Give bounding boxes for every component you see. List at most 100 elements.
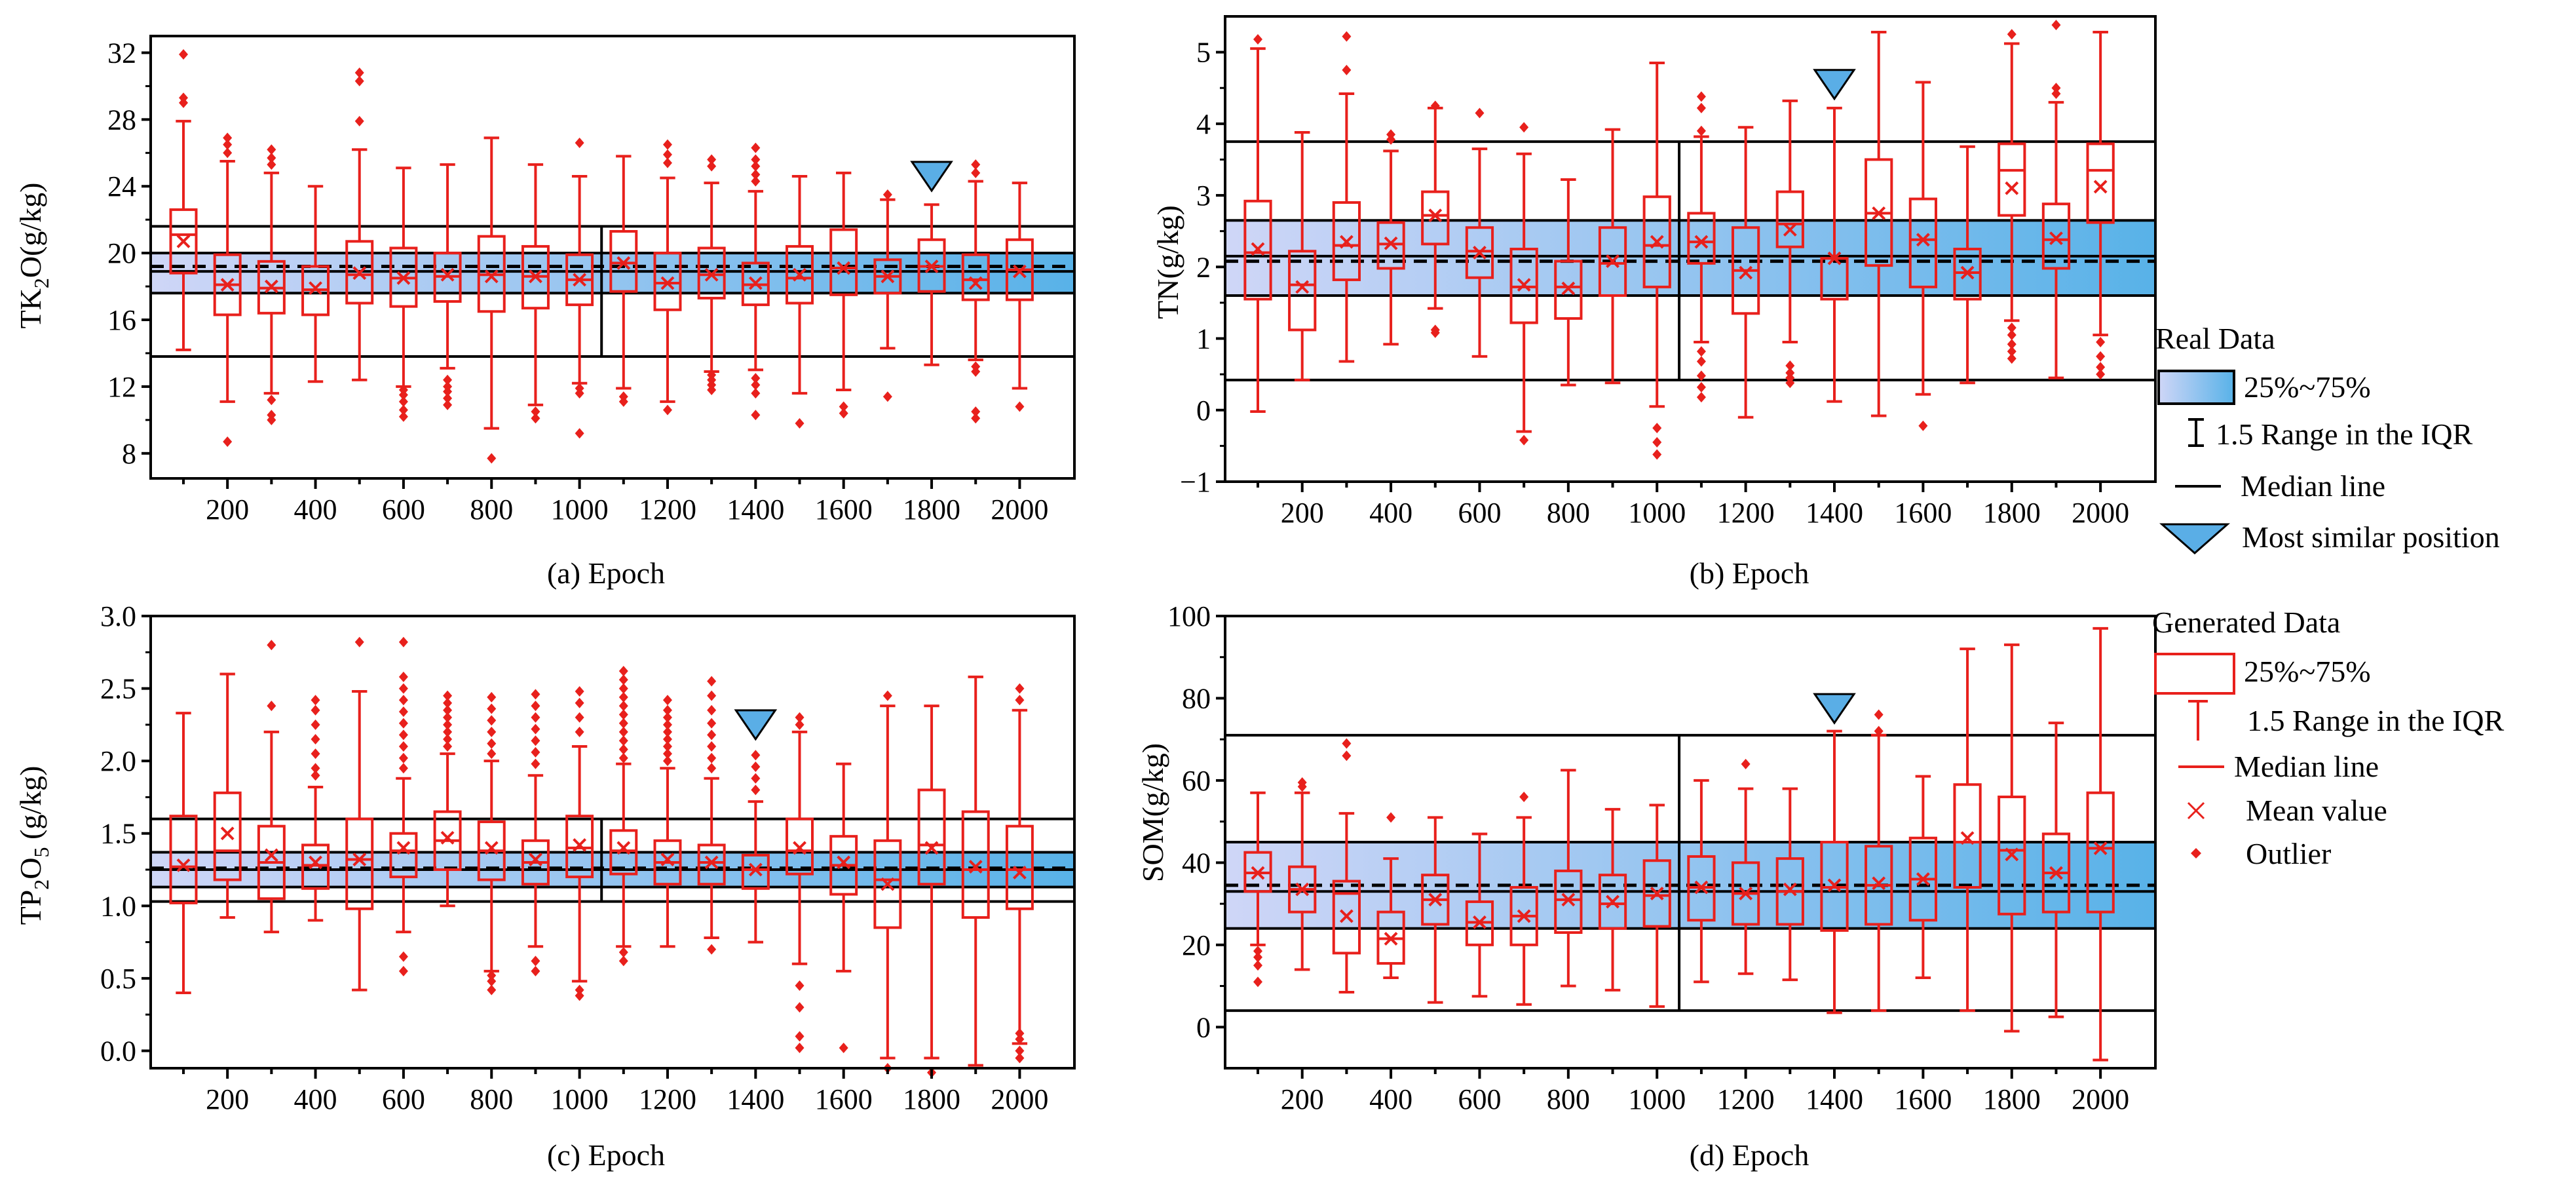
outlier-point — [531, 413, 540, 424]
mean-marker — [793, 841, 806, 855]
y-tick-label: 1 — [1196, 323, 1211, 355]
outlier-point — [1519, 434, 1529, 446]
outlier-point — [223, 436, 233, 447]
mean-marker — [1428, 208, 1443, 223]
iqr-box — [1998, 142, 2026, 217]
outlier-point — [2096, 337, 2106, 347]
mean-marker — [264, 279, 278, 294]
outlier-point — [575, 984, 584, 995]
outlier-point — [751, 142, 761, 153]
x-tick-label: 400 — [1369, 497, 1412, 529]
outlier-point — [487, 738, 497, 749]
outlier-point — [531, 758, 540, 769]
legend-real-whisker-swatch — [2188, 418, 2204, 447]
outlier-point — [443, 399, 453, 410]
generated-box-epoch-700 — [1509, 792, 1538, 1006]
plot-frame — [1224, 615, 2157, 1070]
outlier-point — [398, 396, 408, 407]
outlier-point — [751, 784, 761, 796]
generated-box-epoch-700 — [433, 163, 462, 410]
iqr-box — [1421, 190, 1450, 246]
outlier-point — [531, 746, 540, 758]
iqr-box — [1642, 195, 1671, 288]
iqr-box — [741, 853, 770, 890]
outlier-point — [1696, 102, 1706, 113]
mean-marker — [660, 853, 675, 866]
legend-real-similar-label: Most similar position — [2242, 520, 2500, 554]
most-similar-triangle-icon — [2159, 523, 2230, 554]
iqr-box — [169, 208, 198, 275]
generated-box-epoch-1500 — [786, 712, 814, 1054]
y-tick-label: 1.0 — [100, 890, 136, 922]
mean-marker — [220, 278, 235, 292]
outlier-point — [398, 763, 408, 774]
y-tick-label: 2.5 — [100, 673, 136, 705]
outlier-point — [311, 748, 320, 760]
x-tick-label: 1800 — [1983, 497, 2041, 529]
outlier-point — [1696, 91, 1706, 102]
outlier-point — [1342, 750, 1352, 762]
generated-box-epoch-1600 — [829, 171, 858, 419]
iqr-box — [961, 253, 990, 301]
generated-box-epoch-700 — [433, 690, 462, 908]
outlier-point — [618, 947, 628, 958]
outlier-point — [575, 138, 584, 149]
outlier-point — [2096, 362, 2106, 373]
outlier-point — [1015, 1045, 1025, 1056]
legend-generated-data: Generated Data 25%~75% 1.5 Range in the … — [2152, 606, 2505, 870]
generated-box-epoch-1800 — [1998, 643, 2026, 1033]
outlier-point — [662, 719, 672, 730]
generated-box-epoch-1900 — [961, 159, 990, 424]
iqr-box — [2086, 791, 2115, 914]
iqr-box — [786, 817, 814, 876]
mean-marker — [1384, 931, 1398, 946]
outlier-point — [311, 695, 320, 706]
mean-marker — [748, 862, 763, 877]
outlier-point — [2007, 322, 2017, 334]
outlier-point — [1652, 449, 1662, 460]
generated-box-epoch-700 — [1509, 122, 1538, 446]
legend-gen-mean-label: Mean value — [2246, 794, 2387, 827]
outlier-point — [443, 690, 453, 701]
outlier-point — [2051, 83, 2061, 94]
mean-marker — [1517, 909, 1531, 923]
outlier-point — [662, 139, 672, 150]
outlier-point — [795, 1031, 805, 1042]
outlier-point — [531, 955, 540, 967]
outlier-point — [1386, 812, 1396, 823]
outlier-point — [575, 990, 584, 1001]
generated-box-epoch-1600 — [829, 762, 858, 1054]
panel-a-tk2o: 8 12 16 20 24 28 32 200 400 600 800 1000 1200 1400 160… — [14, 35, 1076, 590]
mean-marker — [1872, 206, 1886, 220]
mean-marker — [396, 271, 411, 285]
outlier-point — [839, 401, 848, 412]
iqr-box — [565, 815, 594, 879]
x-tick-label: 200 — [206, 493, 249, 526]
mean-marker — [573, 273, 587, 287]
outlier-point — [398, 671, 408, 682]
mean-marker — [176, 234, 191, 248]
generated-box-epoch-2000 — [1005, 683, 1034, 1064]
generated-box-epoch-600 — [389, 166, 418, 422]
outlier-point — [662, 748, 672, 760]
generated-box-epoch-1900 — [2041, 722, 2071, 1018]
outlier-point — [1253, 952, 1262, 963]
outlier-point — [2007, 346, 2017, 357]
outlier-point — [487, 976, 497, 987]
outlier-point — [2007, 353, 2017, 364]
outlier-point — [2051, 20, 2061, 31]
mean-marker — [1694, 235, 1709, 249]
mean-marker — [968, 860, 983, 874]
y-tick-label: 32 — [107, 37, 136, 69]
outlier-point — [1785, 367, 1795, 378]
outlier-point — [1253, 33, 1262, 45]
generated-box-epoch-100 — [169, 49, 198, 351]
generated-box-epoch-1100 — [609, 155, 638, 407]
mean-marker — [1473, 246, 1487, 260]
iqr-box — [345, 240, 374, 305]
outlier-point — [311, 770, 320, 781]
outlier-point — [267, 701, 276, 712]
iqr-box — [1243, 199, 1272, 301]
generated-box-epoch-600 — [1465, 832, 1494, 998]
x-tick-label: 800 — [470, 1083, 513, 1115]
